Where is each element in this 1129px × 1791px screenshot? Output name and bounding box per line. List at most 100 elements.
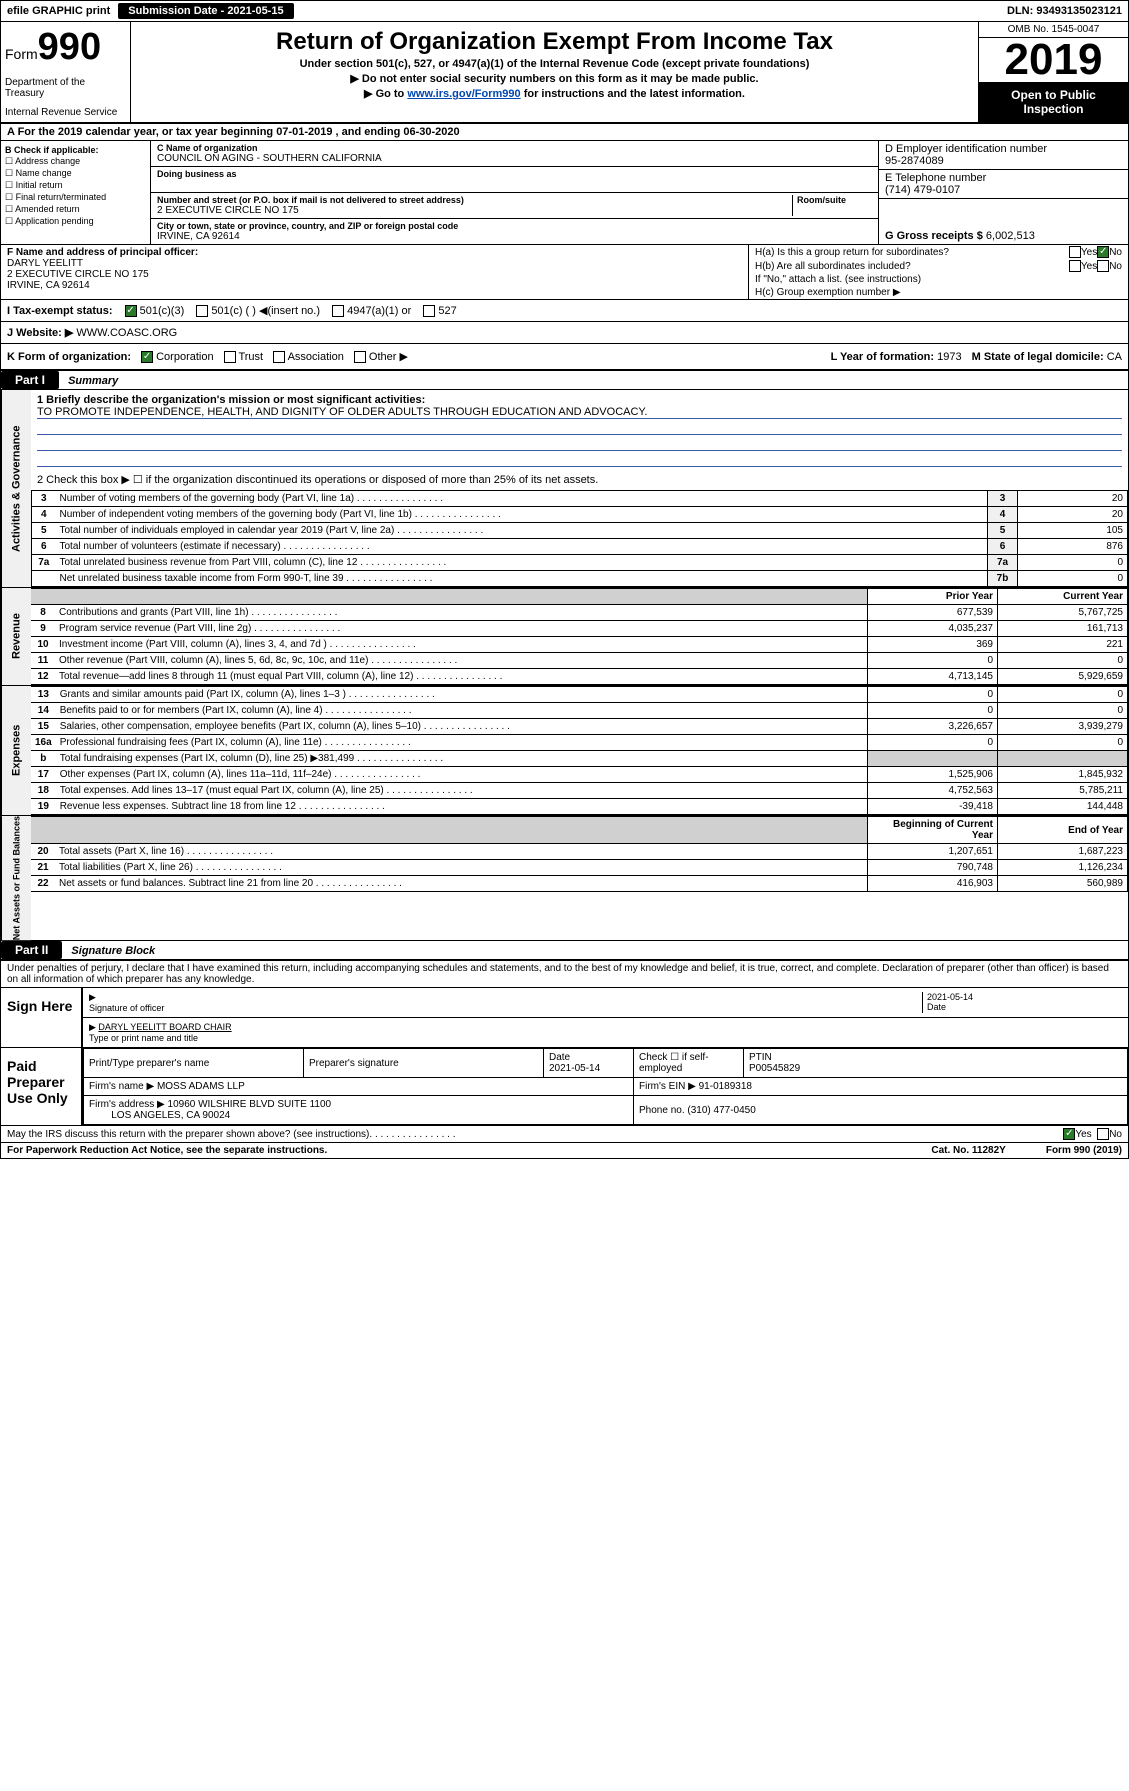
tab-expenses: Expenses	[1, 686, 31, 815]
current-year: 0	[998, 703, 1128, 719]
chk-501c[interactable]	[196, 305, 208, 317]
line-box: 7b	[988, 571, 1018, 587]
open-public-badge: Open to Public Inspection	[979, 82, 1128, 122]
hc-label: H(c) Group exemption number ▶	[749, 286, 1128, 299]
section-a-text: A For the 2019 calendar year, or tax yea…	[7, 126, 460, 138]
ha-yes[interactable]	[1069, 246, 1081, 258]
line-desc: Total revenue—add lines 8 through 11 (mu…	[55, 669, 868, 685]
line-desc: Total expenses. Add lines 13–17 (must eq…	[56, 783, 868, 799]
part1-title: Summary	[62, 373, 124, 389]
prior-year: -39,418	[868, 799, 998, 815]
self-emp[interactable]: Check ☐ if self-employed	[634, 1049, 744, 1078]
current-year: 5,785,211	[998, 783, 1128, 799]
part1-header: Part I Summary	[0, 371, 1129, 390]
current-year: 3,939,279	[998, 719, 1128, 735]
firm-name: MOSS ADAMS LLP	[157, 1081, 245, 1092]
ptin: P00545829	[749, 1063, 800, 1074]
chk-name-change[interactable]: ☐ Name change	[5, 168, 146, 179]
chk-trust[interactable]	[224, 351, 236, 363]
prep-sig-hdr: Preparer's signature	[304, 1049, 544, 1078]
ein-val: 95-2874089	[885, 155, 1122, 167]
line-val: 0	[1018, 555, 1128, 571]
prior-year: 4,713,145	[868, 669, 998, 685]
col-h-group: H(a) Is this a group return for subordin…	[748, 245, 1128, 299]
line-box: 7a	[988, 555, 1018, 571]
prior-year: 677,539	[868, 605, 998, 621]
topbar: efile GRAPHIC print Submission Date - 20…	[0, 0, 1129, 22]
m-val: CA	[1107, 351, 1122, 363]
current-year: 161,713	[998, 621, 1128, 637]
part2-badge: Part II	[1, 941, 62, 959]
current-year: 0	[998, 735, 1128, 751]
dba-label: Doing business as	[157, 169, 872, 179]
firm-addr1: 10960 WILSHIRE BLVD SUITE 1100	[168, 1099, 332, 1110]
prior-year: 4,752,563	[868, 783, 998, 799]
section-klm: K Form of organization: ✓ Corporation Tr…	[0, 344, 1129, 371]
ha-no[interactable]: ✓	[1097, 246, 1109, 258]
chk-4947[interactable]	[332, 305, 344, 317]
line-num: 14	[31, 703, 56, 719]
line-num: 7a	[32, 555, 56, 571]
prep-name-hdr: Print/Type preparer's name	[84, 1049, 304, 1078]
discuss-yes[interactable]: ✓	[1063, 1128, 1075, 1140]
current-year: 1,845,932	[998, 767, 1128, 783]
discuss-no[interactable]	[1097, 1128, 1109, 1140]
section-a: A For the 2019 calendar year, or tax yea…	[0, 124, 1129, 141]
title-box: Return of Organization Exempt From Incom…	[131, 22, 978, 122]
expenses-table: 13Grants and similar amounts paid (Part …	[31, 686, 1128, 815]
prior-year: 369	[868, 637, 998, 653]
part2-header: Part II Signature Block	[0, 941, 1129, 960]
chk-app-pending[interactable]: ☐ Application pending	[5, 216, 146, 227]
line-val: 0	[1018, 571, 1128, 587]
line-desc: Total number of volunteers (estimate if …	[56, 539, 988, 555]
q1-label: 1 Briefly describe the organization's mi…	[37, 394, 425, 406]
hb-no[interactable]	[1097, 260, 1109, 272]
line-num: 8	[31, 605, 55, 621]
sig-name: DARYL YEELITT BOARD CHAIR	[98, 1022, 231, 1032]
line-box: 3	[988, 491, 1018, 507]
phone-label: E Telephone number	[885, 172, 1122, 184]
sign-here-label: Sign Here	[1, 988, 81, 1047]
line-box: 5	[988, 523, 1018, 539]
ha-label: H(a) Is this a group return for subordin…	[755, 247, 1069, 258]
end-year: 1,687,223	[998, 844, 1128, 860]
pra-notice: For Paperwork Reduction Act Notice, see …	[7, 1145, 327, 1156]
line-desc: Number of independent voting members of …	[56, 507, 988, 523]
col-b-checkboxes: B Check if applicable: ☐ Address change …	[1, 141, 151, 244]
line-num: 5	[32, 523, 56, 539]
officer-addr2: IRVINE, CA 92614	[7, 280, 90, 291]
cat-no: Cat. No. 11282Y	[931, 1145, 1005, 1156]
section-bcde: B Check if applicable: ☐ Address change …	[0, 141, 1129, 245]
sig-date: 2021-05-14	[927, 992, 973, 1002]
line-val: 876	[1018, 539, 1128, 555]
begin-year: 790,748	[868, 860, 998, 876]
chk-initial-return[interactable]: ☐ Initial return	[5, 180, 146, 191]
room-label: Room/suite	[797, 195, 872, 205]
chk-other[interactable]	[354, 351, 366, 363]
prior-year: 3,226,657	[868, 719, 998, 735]
firm-phone: (310) 477-0450	[687, 1105, 755, 1116]
governance-table: 3Number of voting members of the governi…	[31, 490, 1128, 587]
hb-yes[interactable]	[1069, 260, 1081, 272]
chk-527[interactable]	[423, 305, 435, 317]
form-number: 990	[38, 26, 101, 68]
prior-year: 0	[868, 703, 998, 719]
chk-assoc[interactable]	[273, 351, 285, 363]
chk-final-return[interactable]: ☐ Final return/terminated	[5, 192, 146, 203]
firm-ein: 91-0189318	[699, 1081, 752, 1092]
chk-corp[interactable]: ✓	[141, 351, 153, 363]
end-year: 560,989	[998, 876, 1128, 892]
chk-amended[interactable]: ☐ Amended return	[5, 204, 146, 215]
chk-501c3[interactable]: ✓	[125, 305, 137, 317]
chk-address-change[interactable]: ☐ Address change	[5, 156, 146, 167]
mission-text: TO PROMOTE INDEPENDENCE, HEALTH, AND DIG…	[37, 406, 1122, 419]
section-i-tax-status: I Tax-exempt status: ✓ 501(c)(3) 501(c) …	[0, 300, 1129, 322]
irs-link[interactable]: www.irs.gov/Form990	[407, 88, 520, 100]
line-num: 4	[32, 507, 56, 523]
main-title: Return of Organization Exempt From Incom…	[139, 28, 970, 56]
subtitle-1: Under section 501(c), 527, or 4947(a)(1)…	[139, 58, 970, 70]
current-year: 5,929,659	[998, 669, 1128, 685]
prior-year: 4,035,237	[868, 621, 998, 637]
col-b-header: B Check if applicable:	[5, 145, 99, 155]
begin-year: 416,903	[868, 876, 998, 892]
